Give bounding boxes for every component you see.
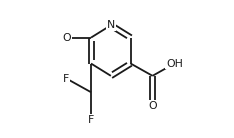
Text: F: F <box>88 115 94 125</box>
Text: F: F <box>63 74 69 84</box>
Text: N: N <box>107 20 115 30</box>
Text: O: O <box>62 33 71 43</box>
Text: OH: OH <box>166 59 183 69</box>
Text: O: O <box>148 101 157 111</box>
